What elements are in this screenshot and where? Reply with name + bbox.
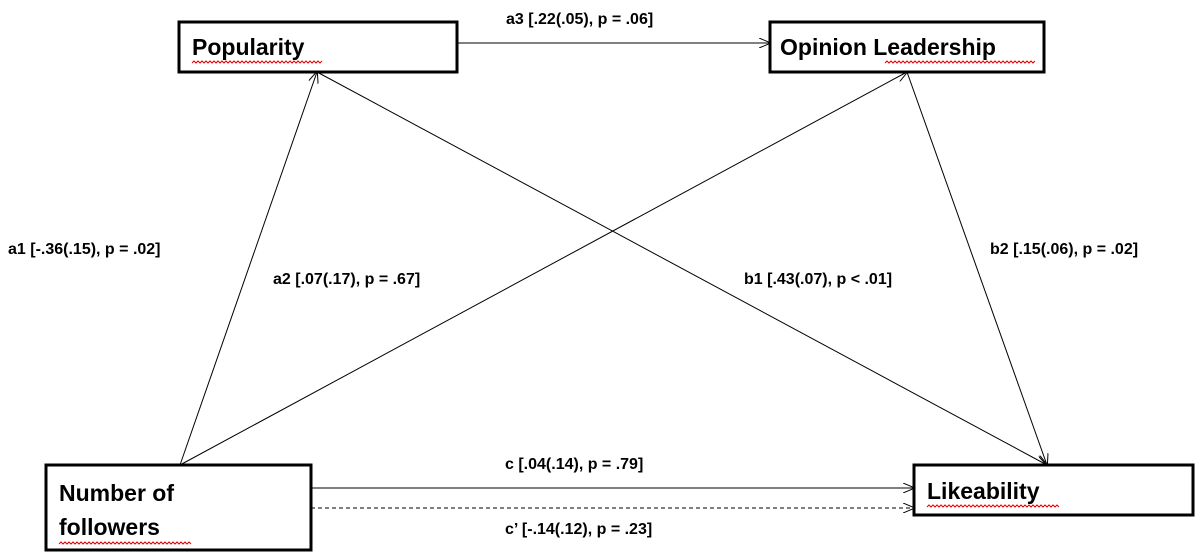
path-b2-arrow [906,71,1047,465]
path-a3-label: a3 [.22(.05), p = .06] [506,11,653,28]
spellcheck-underline [191,60,323,64]
path-b2-label: b2 [.15(.06), p = .02] [990,241,1138,258]
spellcheck-underline [884,60,1036,64]
node-followers-label-line2: followers [59,514,160,540]
path-a1-label: a1 [-.36(.15), p = .02] [8,241,161,258]
path-c-label: c [.04(.14), p = .79] [505,456,643,473]
node-followers-label-line1: Number of [59,480,174,506]
node-likeability-label: Likeability [927,478,1040,504]
path-b1-arrow [316,71,1047,465]
node-popularity-label: Popularity [192,34,305,60]
node-opinion-leadership: Opinion Leadership [768,20,1046,74]
spellcheck-underline [58,541,192,545]
path-c-prime-label: c’ [-.14(.12), p = .23] [505,521,652,538]
node-popularity: Popularity [177,20,459,74]
spellcheck-underline [926,504,1060,508]
path-b1-label: b1 [.43(.07), p < .01] [744,271,892,288]
path-a2-arrow [179,72,907,466]
node-opinion-leadership-label: Opinion Leadership [780,34,996,60]
node-likeability: Likeability [912,463,1195,517]
node-number-of-followers: Number of followers [44,463,313,552]
path-a2-label: a2 [.07(.17), p = .67] [273,271,420,288]
path-a1-arrow [179,72,317,466]
